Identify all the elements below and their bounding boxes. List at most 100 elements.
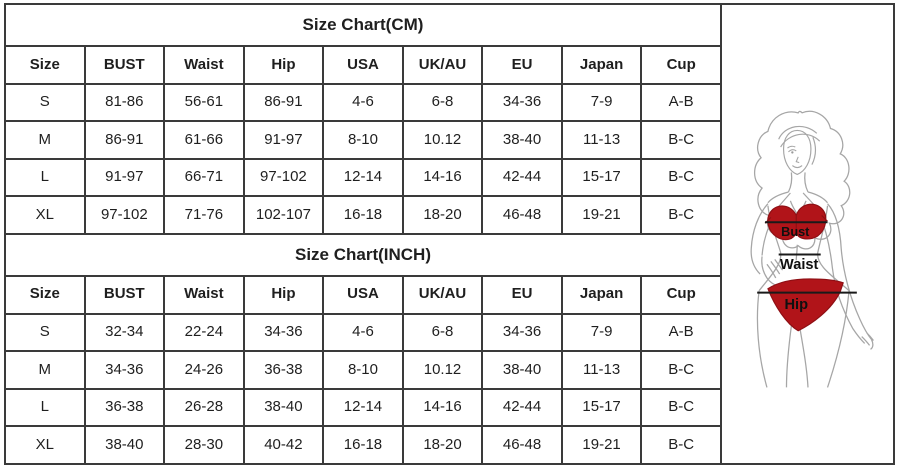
- table-cell: 4-6: [322, 312, 404, 353]
- woman-face: [782, 129, 812, 176]
- bikini-straps: [777, 192, 816, 209]
- table-cell: 91-97: [83, 157, 166, 198]
- column-header: BUST: [83, 45, 166, 85]
- table-cell: L: [4, 387, 86, 428]
- table-cell: 34-36: [83, 350, 166, 390]
- column-header: BUST: [83, 274, 166, 315]
- column-header: Japan: [560, 274, 643, 315]
- table-cell: 38-40: [481, 120, 563, 160]
- table-cell: 11-13: [560, 120, 643, 160]
- table-cell: 34-36: [242, 312, 325, 353]
- table-cell: 24-26: [163, 350, 245, 390]
- table-cell: 18-20: [401, 425, 484, 465]
- woman-bangs: [778, 125, 821, 165]
- table-cell: 34-36: [481, 312, 563, 353]
- table-cell: B-C: [640, 425, 722, 465]
- table-cell: M: [4, 350, 86, 390]
- table-cell: 32-34: [83, 312, 166, 353]
- column-header: UK/AU: [401, 274, 484, 315]
- table-cell: 6-8: [401, 312, 484, 353]
- measurement-figure-panel: Bust Waist Hip: [720, 3, 895, 465]
- table-cell: B-C: [640, 350, 722, 390]
- table-cell: 81-86: [83, 82, 166, 123]
- table-cell: 71-76: [163, 195, 245, 235]
- woman-face-features: [787, 145, 803, 169]
- table-row: S 81-86 56-61 86-91 4-6 6-8 34-36 7-9 A-B: [4, 82, 722, 123]
- size-chart-sheet: Size Chart(CM) Size BUST Waist Hip USA UK/AU EU…: [4, 2, 895, 465]
- table-cell: 7-9: [560, 312, 643, 353]
- table-cell: 102-107: [242, 195, 325, 235]
- table-cell: 4-6: [322, 82, 404, 123]
- size-chart-table: Size Chart(CM) Size BUST Waist Hip USA UK/AU EU…: [4, 2, 722, 465]
- woman-neck-shoulders: [767, 172, 829, 215]
- woman-left-arm: [750, 203, 784, 287]
- bust-label: Bust: [781, 225, 810, 239]
- table-cell: A-B: [640, 312, 722, 353]
- table-row: S 32-34 22-24 34-36 4-6 6-8 34-36 7-9 A-B: [4, 312, 722, 353]
- table-cell: 10.12: [401, 120, 484, 160]
- table-cell: 34-36: [481, 82, 563, 123]
- table-header-row: Size BUST Waist Hip USA UK/AU EU Japan Cup: [4, 45, 722, 85]
- column-header: Cup: [640, 45, 722, 85]
- table-cell: 14-16: [401, 387, 484, 428]
- table-row: M 34-36 24-26 36-38 8-10 10.12 38-40 11-13 B-C: [4, 350, 722, 390]
- table-cell: 15-17: [560, 157, 643, 198]
- table-cell: 86-91: [83, 120, 166, 160]
- table-cell: 38-40: [83, 425, 166, 465]
- table-cell: 6-8: [401, 82, 484, 123]
- table-cell: 15-17: [560, 387, 643, 428]
- table-cell: 38-40: [481, 350, 563, 390]
- table-cell: 8-10: [322, 350, 404, 390]
- table-cell: 46-48: [481, 195, 563, 235]
- table-header-row: Size BUST Waist Hip USA UK/AU EU Japan Cup: [4, 274, 722, 315]
- table-cell: B-C: [640, 157, 722, 198]
- column-header: Waist: [163, 274, 245, 315]
- column-header: Size: [4, 45, 86, 85]
- column-header: EU: [481, 274, 563, 315]
- table-cell: XL: [4, 425, 86, 465]
- table-cell: B-C: [640, 195, 722, 235]
- table-cell: 18-20: [401, 195, 484, 235]
- column-header: Size: [4, 274, 86, 315]
- table-cell: 46-48: [481, 425, 563, 465]
- table-cell: 22-24: [163, 312, 245, 353]
- woman-legs: [756, 290, 850, 388]
- table-cell: L: [4, 157, 86, 198]
- table-cell: 19-21: [560, 425, 643, 465]
- table-cell: S: [4, 312, 86, 353]
- table-cell: 10.12: [401, 350, 484, 390]
- table-cell: M: [4, 120, 86, 160]
- table-cell: 97-102: [242, 157, 325, 198]
- woman-right-arm: [819, 203, 874, 350]
- table-cell: 19-21: [560, 195, 643, 235]
- table-title: Size Chart(INCH): [4, 232, 722, 277]
- table-cell: 11-13: [560, 350, 643, 390]
- table-cell: 7-9: [560, 82, 643, 123]
- column-header: USA: [322, 45, 404, 85]
- column-header: Cup: [640, 274, 722, 315]
- table-cell: 61-66: [163, 120, 245, 160]
- table-cell: 12-14: [322, 387, 404, 428]
- table-title-row: Size Chart(CM): [4, 2, 722, 48]
- table-cell: 12-14: [322, 157, 404, 198]
- table-cell: 56-61: [163, 82, 245, 123]
- waist-label: Waist: [780, 257, 819, 273]
- column-header: EU: [481, 45, 563, 85]
- column-header: UK/AU: [401, 45, 484, 85]
- table-cell: 40-42: [242, 425, 325, 465]
- woman-eye-pupil: [791, 151, 794, 154]
- column-header: Hip: [242, 45, 325, 85]
- table-cell: 36-38: [242, 350, 325, 390]
- table-cell: 16-18: [322, 195, 404, 235]
- woman-torso-sides: [758, 205, 850, 292]
- column-header: Hip: [242, 274, 325, 315]
- table-cell: 36-38: [83, 387, 166, 428]
- table-cell: 28-30: [163, 425, 245, 465]
- table-cell: 8-10: [322, 120, 404, 160]
- table-cell: 26-28: [163, 387, 245, 428]
- column-header: USA: [322, 274, 404, 315]
- table-cell: 38-40: [242, 387, 325, 428]
- table-cell: 42-44: [481, 387, 563, 428]
- hip-label: Hip: [784, 297, 808, 313]
- table-cell: XL: [4, 195, 86, 235]
